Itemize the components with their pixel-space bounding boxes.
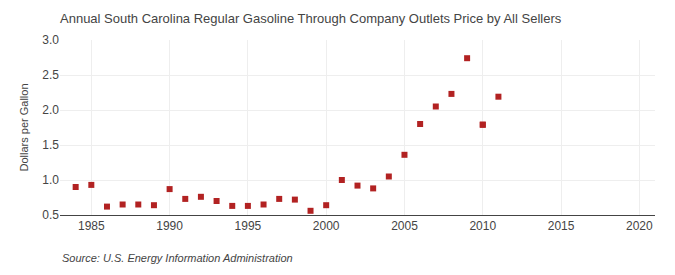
svg-text:0.5: 0.5 <box>42 208 59 222</box>
svg-text:2020: 2020 <box>626 219 653 233</box>
svg-text:1985: 1985 <box>78 219 105 233</box>
svg-text:2.0: 2.0 <box>42 103 59 117</box>
svg-text:1.5: 1.5 <box>42 138 59 152</box>
svg-text:3.0: 3.0 <box>42 33 59 47</box>
svg-text:2015: 2015 <box>548 219 575 233</box>
svg-text:1.0: 1.0 <box>42 173 59 187</box>
svg-text:Annual South Carolina Regular: Annual South Carolina Regular Gasoline T… <box>60 11 562 26</box>
svg-text:2005: 2005 <box>391 219 418 233</box>
svg-text:1990: 1990 <box>156 219 183 233</box>
svg-text:Source: U.S. Energy Informatio: Source: U.S. Energy Information Administ… <box>62 252 293 264</box>
svg-text:2000: 2000 <box>313 219 340 233</box>
svg-text:2010: 2010 <box>469 219 496 233</box>
svg-text:1995: 1995 <box>235 219 262 233</box>
svg-text:Dollars per Gallon: Dollars per Gallon <box>18 83 30 171</box>
svg-text:2.5: 2.5 <box>42 68 59 82</box>
